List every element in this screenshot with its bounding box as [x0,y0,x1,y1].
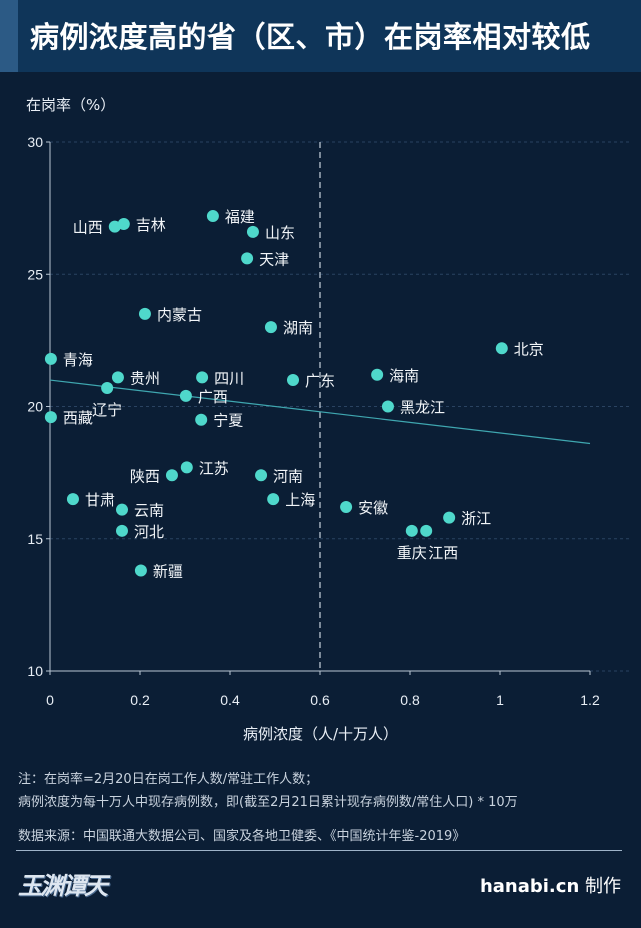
data-point [134,564,147,577]
data-point [246,225,259,238]
point-label: 内蒙古 [157,306,202,324]
point-label: 宁夏 [213,412,243,430]
x-tick-label: 0 [46,692,54,708]
point-label: 云南 [134,502,164,520]
data-point [101,381,114,394]
note-line-1: 注：在岗率=2月20日在岗工作人数/常驻工作人数； [18,772,319,787]
point-label: 四川 [214,369,244,387]
data-point [241,252,254,265]
x-tick-label: 1 [496,692,504,708]
point-label: 陕西 [130,467,160,485]
data-point [264,321,277,334]
data-point [340,501,353,514]
point-label: 江西 [428,544,458,562]
trendline [49,379,591,445]
data-point [267,493,280,506]
x-tick-label: 0.6 [310,692,330,708]
point-label: 广东 [305,372,335,390]
x-tick-label: 1.2 [580,692,600,708]
data-point [108,220,121,233]
point-label: 青海 [63,351,93,369]
data-point [138,307,151,320]
point-label: 新疆 [153,562,183,580]
point-label: 重庆 [397,544,427,562]
data-point [179,389,192,402]
point-label: 山东 [265,224,295,242]
header: 病例浓度高的省（区、市）在岗率相对较低 [0,0,641,72]
point-label: 贵州 [130,369,160,387]
credit: hanabi.cn 制作 [480,872,621,898]
point-label: 安徽 [358,499,388,517]
data-point [111,371,124,384]
data-point [405,524,418,537]
point-label: 辽宁 [92,401,122,419]
footer-divider [16,850,622,851]
header-accent-bar [0,0,18,72]
data-point [495,342,508,355]
point-label: 山西 [73,219,103,237]
page-title: 病例浓度高的省（区、市）在岗率相对较低 [30,20,591,54]
data-point [381,400,394,413]
data-point [420,524,433,537]
y-tick-label: 30 [27,134,43,150]
point-label: 甘肃 [85,491,115,509]
credit-site[interactable]: hanabi.cn [479,876,580,897]
data-point [195,413,208,426]
x-tick-label: 0.4 [220,692,240,708]
point-label: 浙江 [461,510,491,528]
data-point [255,469,268,482]
source-note: 数据来源：中国联通大数据公司、国家及各地卫健委、《中国统计年鉴-2019》 [18,829,466,844]
point-label: 江苏 [199,459,229,477]
data-point [180,461,193,474]
point-label: 海南 [389,367,419,385]
point-label: 福建 [225,208,255,226]
note-line-2: 病例浓度为每十万人中现存病例数，即(截至2月21日累计现存病例数/常住人口) *… [18,795,518,810]
data-point [44,352,57,365]
data-point [196,371,209,384]
point-label: 北京 [514,340,544,358]
point-label: 上海 [285,491,315,509]
credit-suffix: 制作 [585,876,621,897]
data-point [443,511,456,524]
data-point [116,524,128,537]
point-label: 天津 [259,250,289,268]
data-point [66,493,79,506]
y-tick-label: 15 [27,531,43,547]
data-point [165,469,178,482]
data-point [206,210,219,223]
data-point [44,411,57,424]
y-tick-label: 25 [27,266,43,282]
x-tick-label: 0.8 [400,692,420,708]
point-label: 湖南 [283,319,313,337]
point-label: 西藏 [63,409,93,427]
y-tick-label: 20 [27,399,43,415]
x-axis-label: 病例浓度（人/十万人） [242,725,399,743]
data-point [117,217,130,230]
data-point [371,368,384,381]
point-label: 广西 [198,388,228,406]
data-point [287,374,299,387]
point-label: 河南 [273,467,303,485]
y-axis-label: 在岗率（%） [26,96,116,114]
logo: 玉渊谭天 [18,871,108,900]
scatter-chart: 10 15 20 25 30 0 0.2 0.4 0.6 0.8 1 1.2 山西 吉林 福建山东天津内蒙古… [27,134,630,708]
point-label: 河北 [134,523,164,541]
y-tick-label: 10 [27,663,43,679]
point-label: 吉林 [136,216,166,234]
point-label: 黑龙江 [400,399,445,417]
data-point [116,503,128,516]
x-tick-label: 0.2 [130,692,150,708]
